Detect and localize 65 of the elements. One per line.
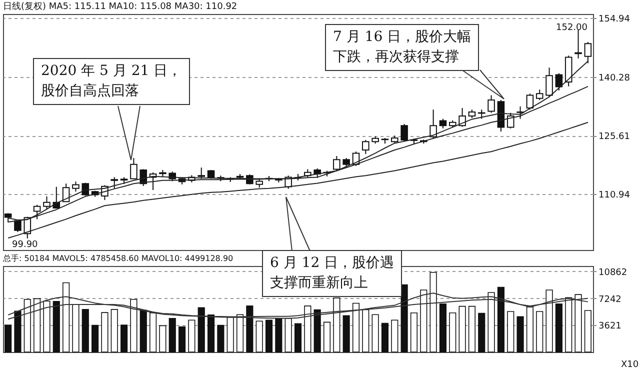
annotation: 7 月 16 日，股价大幅下跌，再次获得支撑	[325, 24, 480, 72]
candlestick	[488, 94, 495, 114]
text: X10	[621, 360, 639, 370]
candlestick	[130, 158, 138, 180]
candlestick	[584, 42, 592, 64]
candlestick	[110, 176, 118, 189]
candlestick	[400, 124, 408, 142]
bar	[178, 326, 186, 352]
y-tick-label: 154.94	[598, 14, 630, 25]
bar	[555, 303, 562, 352]
chart-title: 总手: 50184 MAVOL5: 4785458.60 MAVOL10: 4499128.90	[2, 254, 234, 263]
bar	[381, 322, 389, 352]
annotation: 152.00	[556, 23, 588, 33]
candlestick	[546, 67, 553, 98]
candlestick	[362, 140, 370, 154]
chart-title: 日线(复权) MA5: 115.11 MA10: 115.08 MA30: 110.92	[3, 1, 238, 12]
candlestick	[33, 204, 41, 220]
y-tick-label: 10862	[598, 268, 628, 278]
candlestick	[574, 30, 582, 59]
y-tick-label: 125.61	[598, 132, 630, 142]
bar	[246, 306, 254, 352]
bar	[314, 309, 321, 352]
bar	[516, 316, 524, 352]
bar	[294, 323, 302, 352]
bar	[140, 310, 147, 352]
bar	[207, 314, 215, 352]
bar	[217, 324, 224, 352]
y-tick-label: 140.28	[598, 73, 630, 84]
annotation: 6 月 12 日，股价遇支撑而重新向上	[262, 250, 402, 298]
candlestick	[62, 183, 70, 202]
candlestick	[72, 181, 80, 192]
bar	[14, 310, 22, 352]
y-tick-label: 110.94	[598, 190, 630, 201]
candlestick	[430, 109, 437, 138]
bar	[342, 315, 350, 352]
bar	[265, 320, 273, 352]
bar	[168, 318, 176, 352]
bar	[478, 312, 486, 352]
bar	[82, 309, 89, 352]
line-series	[8, 292, 588, 319]
candlestick	[536, 89, 544, 100]
annotation: 2020 年 5 月 21 日，股价自高点回落	[33, 58, 190, 106]
bar	[52, 301, 60, 352]
bar	[4, 324, 12, 352]
bar	[275, 318, 282, 352]
candlestick	[439, 118, 447, 129]
bar	[400, 284, 408, 352]
candlestick	[43, 196, 50, 210]
bar	[497, 286, 504, 352]
bar	[198, 307, 205, 352]
bar	[439, 303, 447, 352]
annotation: 99.90	[12, 240, 38, 250]
candlestick	[526, 93, 534, 110]
bar	[120, 324, 128, 352]
candlestick	[458, 108, 466, 128]
y-tick-label: 7242	[598, 294, 622, 305]
candlestick	[555, 72, 563, 91]
bar	[92, 324, 99, 352]
candlestick	[506, 112, 514, 129]
candlestick	[333, 156, 340, 172]
candlestick	[516, 106, 524, 120]
y-tick-label: 3621	[598, 322, 622, 332]
candlestick	[198, 167, 205, 180]
candlestick	[4, 212, 12, 223]
line-series	[8, 122, 588, 238]
